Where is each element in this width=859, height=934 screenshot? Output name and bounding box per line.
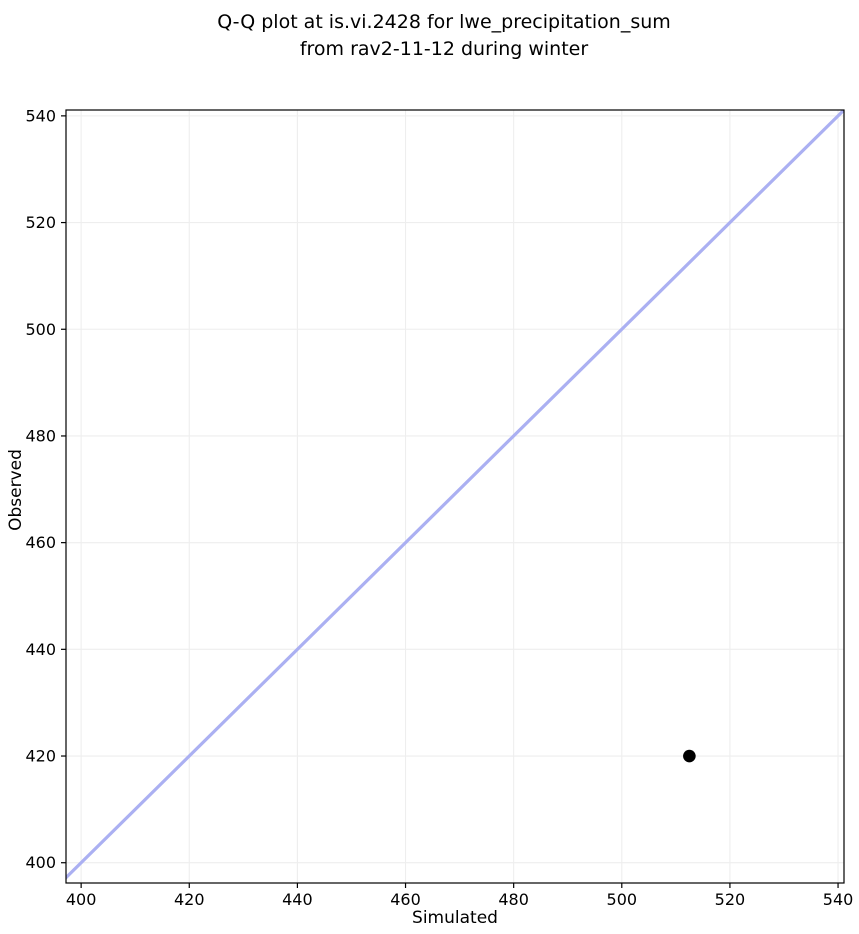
chart-title: Q-Q plot at is.vi.2428 for lwe_precipita…: [217, 9, 671, 63]
x-tick-label: 440: [282, 890, 313, 909]
x-tick-label: 480: [498, 890, 529, 909]
x-tick-label: 420: [174, 890, 205, 909]
y-tick-label: 500: [25, 320, 56, 339]
x-axis-label: Simulated: [412, 908, 498, 928]
data-point: [683, 749, 696, 763]
chart-title-line2: from rav2-11-12 during winter: [299, 38, 589, 60]
chart-title-line1: Q-Q plot at is.vi.2428 for lwe_precipita…: [217, 11, 671, 33]
x-tick-label: 520: [715, 890, 746, 909]
y-axis-label: Observed: [6, 449, 26, 531]
y-tick-label: 540: [25, 106, 56, 125]
y-tick-label: 460: [25, 533, 56, 552]
y-tick-label: 440: [25, 640, 56, 659]
x-tick-label: 400: [66, 890, 97, 909]
identity-line: [66, 110, 844, 880]
y-tick-label: 400: [25, 853, 56, 872]
y-tick-label: 520: [25, 213, 56, 232]
plot-border: [65, 109, 845, 884]
y-tick-label: 420: [25, 747, 56, 766]
x-tick-label: 500: [607, 890, 638, 909]
x-tick-label: 540: [823, 890, 854, 909]
y-tick-label: 480: [25, 426, 56, 445]
x-tick-label: 460: [390, 890, 421, 909]
